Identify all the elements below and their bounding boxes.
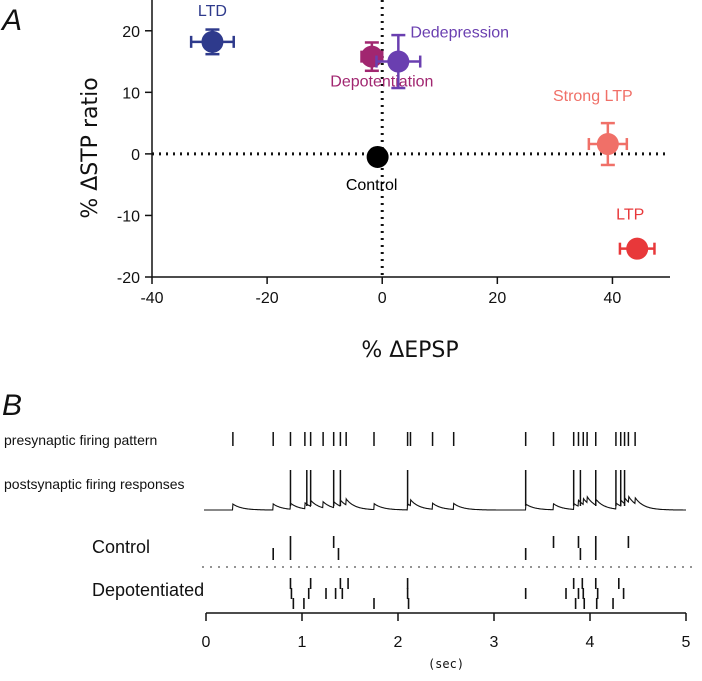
y-tick-label: -20 bbox=[117, 270, 140, 287]
point-ltd: LTD bbox=[189, 3, 235, 56]
point-ltp: LTP bbox=[616, 207, 656, 260]
x-axis-label: % ΔEPSP bbox=[361, 338, 458, 363]
point-control: Control bbox=[346, 145, 398, 194]
panel-a-letter: A bbox=[0, 4, 22, 37]
time-tick-label: 4 bbox=[586, 634, 595, 651]
x-tick-label: 0 bbox=[378, 290, 387, 307]
spike-raster-plot: 0 1 2 3 4 5 bbox=[202, 432, 694, 651]
data-point-marker bbox=[387, 50, 410, 73]
x-tick-label: -40 bbox=[140, 290, 163, 307]
y-tick-label: 10 bbox=[122, 85, 140, 102]
scatter-plot: -40 -20 0 20 40-20-1001020LTDDepotentiationD… bbox=[117, 0, 670, 307]
postsynaptic-row-label: postsynaptic firing responses bbox=[4, 476, 185, 492]
data-point-marker bbox=[596, 133, 619, 156]
y-tick-label: 0 bbox=[131, 147, 140, 164]
data-point-label: LTP bbox=[616, 207, 644, 224]
data-point-label: LTD bbox=[198, 3, 227, 20]
data-point-marker bbox=[366, 145, 389, 168]
time-tick-label: 1 bbox=[298, 634, 307, 651]
time-tick-label: 5 bbox=[682, 634, 691, 651]
time-tick-label: 2 bbox=[394, 634, 403, 651]
y-tick-label: -10 bbox=[117, 208, 140, 225]
y-axis-label: % ΔSTP ratio bbox=[78, 77, 103, 218]
x-tick-label: 40 bbox=[604, 290, 622, 307]
x-tick-label: -20 bbox=[256, 290, 279, 307]
time-tick-label: 0 bbox=[202, 634, 211, 651]
point-depotentiation: Depotentiation bbox=[330, 41, 433, 91]
membrane-trace bbox=[204, 494, 686, 511]
data-point-marker bbox=[201, 30, 224, 53]
data-point-label: Strong LTP bbox=[553, 88, 633, 105]
panel-b-letter: B bbox=[2, 389, 22, 422]
panel-a: A -40 -20 0 20 40-20-1001020LTDDepotentiatio… bbox=[0, 0, 670, 363]
data-point-label: Depotentiation bbox=[330, 74, 433, 91]
point-strong-ltp: Strong LTP bbox=[553, 88, 633, 167]
panel-b: B presynaptic firing pattern postsynapti… bbox=[2, 389, 694, 671]
y-tick-label: 20 bbox=[122, 24, 140, 41]
data-point-label: Control bbox=[346, 177, 398, 194]
x-tick-label: 20 bbox=[488, 290, 506, 307]
data-point-marker bbox=[360, 45, 383, 68]
point-dedepression: Dedepression bbox=[375, 25, 509, 90]
presynaptic-row-label: presynaptic firing pattern bbox=[4, 432, 157, 448]
control-row-label: Control bbox=[92, 537, 150, 557]
depotentiated-row-label: Depotentiated bbox=[92, 580, 204, 600]
data-point-label: Dedepression bbox=[410, 25, 509, 42]
data-point-marker bbox=[626, 237, 649, 260]
time-tick-label: 3 bbox=[490, 634, 499, 651]
time-unit-label: (sec) bbox=[428, 657, 464, 671]
